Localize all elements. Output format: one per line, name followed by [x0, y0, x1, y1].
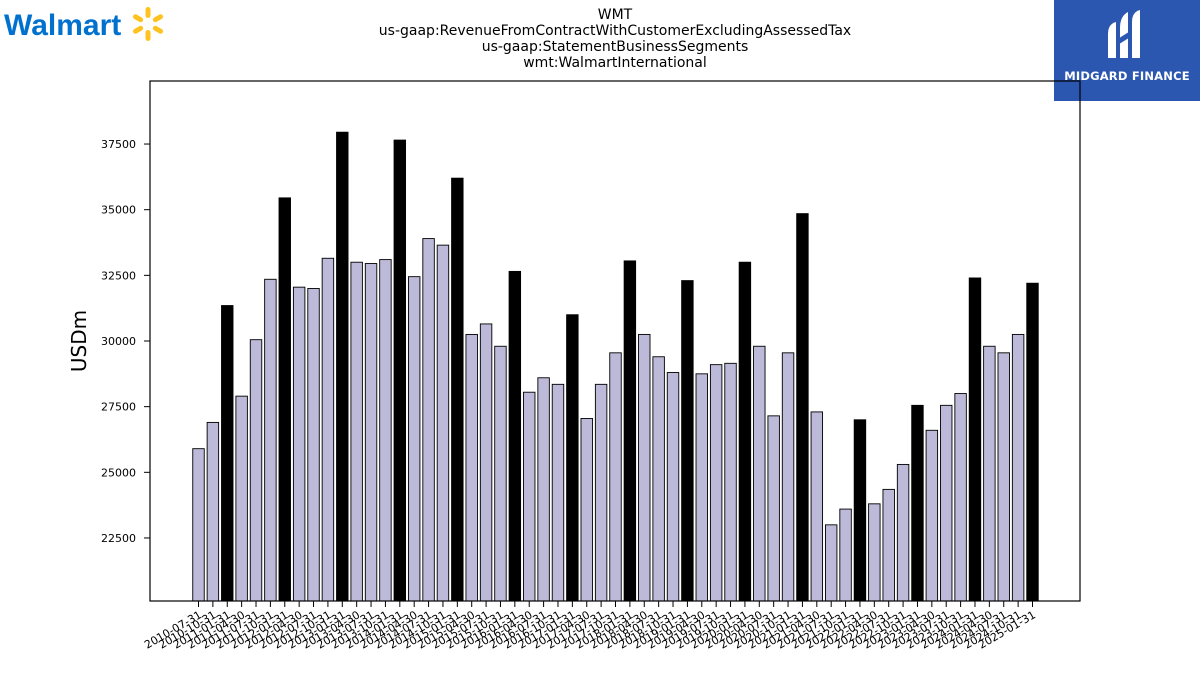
bar	[451, 177, 464, 602]
bar	[393, 139, 407, 602]
y-tick-label: 32500	[101, 269, 136, 282]
chart-title-block: WMT us-gaap:RevenueFromContractWithCusto…	[315, 7, 915, 71]
bar	[364, 263, 378, 602]
bar	[307, 288, 320, 602]
bar	[321, 257, 335, 602]
y-axis: 22500 25000 27500 30000 32500 35000 37500	[101, 138, 150, 545]
bar	[724, 362, 737, 602]
bar	[623, 260, 637, 602]
bar	[853, 419, 867, 602]
chart-title-line: wmt:WalmartInternational	[523, 55, 707, 71]
bar	[638, 333, 651, 602]
chart-title-line: us-gaap:StatementBusinessSegments	[481, 39, 749, 55]
bar	[882, 488, 895, 602]
bar	[1026, 282, 1039, 602]
bar	[537, 377, 550, 602]
bar	[767, 415, 780, 602]
midgard-finance-logo: MIDGARD FINANCE	[1054, 0, 1200, 101]
bar	[781, 352, 795, 602]
bar	[925, 429, 939, 602]
bar	[278, 197, 291, 602]
x-axis: 2010-07-312010-10-312011-01-312011-04-30…	[142, 601, 1038, 652]
bar	[206, 421, 220, 602]
y-tick-label: 27500	[101, 401, 136, 414]
walmart-logo: Walmart	[4, 7, 164, 42]
bar	[523, 391, 536, 602]
bar	[997, 352, 1010, 602]
walmart-wordmark: Walmart	[4, 9, 121, 42]
bar	[983, 345, 996, 602]
walmart-spark-icon	[132, 7, 164, 41]
bar	[911, 404, 924, 602]
bar	[954, 393, 967, 602]
bar	[824, 524, 838, 602]
bar	[336, 131, 349, 602]
bar	[940, 404, 953, 602]
bar	[580, 418, 593, 602]
y-tick-label: 22500	[101, 532, 136, 545]
bar	[695, 373, 708, 602]
bar	[407, 276, 421, 602]
bar	[235, 395, 248, 602]
bar	[681, 280, 694, 602]
bar	[609, 352, 622, 602]
bar	[192, 448, 205, 602]
bar	[738, 261, 752, 602]
bar	[652, 356, 665, 602]
bar	[968, 277, 982, 602]
bar	[810, 411, 824, 602]
y-axis-label: USDm	[67, 310, 91, 372]
bar	[566, 314, 579, 602]
bar	[508, 270, 522, 602]
y-tick-label: 37500	[101, 138, 136, 151]
bar	[666, 372, 680, 602]
chart-title-line: us-gaap:RevenueFromContractWithCustomerE…	[378, 23, 852, 39]
bar	[709, 364, 723, 602]
y-tick-label: 25000	[101, 466, 136, 479]
bar	[551, 383, 565, 602]
chart-title-line: WMT	[597, 7, 633, 23]
bar	[494, 345, 507, 602]
bar	[896, 463, 910, 602]
midgard-m-icon	[1108, 10, 1140, 58]
bar	[465, 333, 478, 602]
y-tick-label: 30000	[101, 335, 136, 348]
midgard-wordmark: MIDGARD FINANCE	[1064, 69, 1190, 83]
bar	[753, 345, 766, 602]
bar	[422, 238, 435, 602]
y-tick-label: 35000	[101, 204, 136, 217]
bar	[1011, 333, 1025, 602]
bar	[249, 339, 263, 602]
bar	[221, 305, 234, 602]
bar	[479, 323, 493, 602]
bar	[379, 259, 392, 602]
bar	[350, 261, 363, 602]
bar	[868, 503, 881, 602]
bar	[594, 383, 608, 602]
bar	[292, 286, 306, 602]
bar	[839, 508, 852, 602]
bar	[264, 278, 277, 602]
bar-series	[192, 131, 1039, 602]
bar	[436, 244, 450, 602]
bar	[796, 213, 809, 602]
